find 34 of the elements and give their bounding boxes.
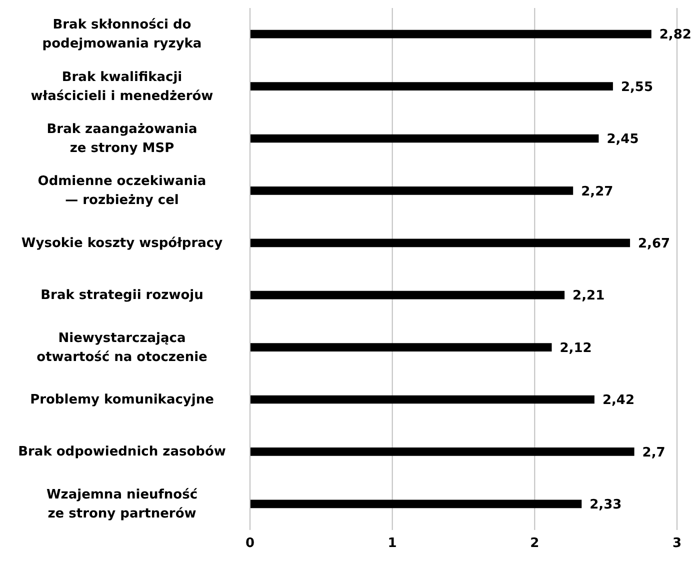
bar [250,395,594,404]
bar [250,238,630,248]
data-label: 2,21 [572,288,605,304]
x-tick-label: 1 [388,536,397,552]
bar [250,186,574,195]
bar [250,448,634,456]
bar [250,134,599,143]
x-tick-label: 3 [672,536,682,552]
bar [250,82,613,90]
y-tick-label: Wzajemna nieufność ze strony partnerów [46,486,198,521]
data-label: 2,27 [581,184,614,200]
y-tick-label: Problemy komunikacyjne [30,392,214,407]
data-label: 2,82 [659,28,692,43]
data-label: 2,55 [620,80,654,95]
y-tick-label: Brak strategii rozwoju [40,288,204,303]
y-tick-label: Brak odpowiednich zasobów [18,444,226,460]
data-label: 2,7 [642,445,666,460]
bar [250,500,582,508]
y-tick-label: Brak zaangażowania ze strony MSP [46,122,198,156]
data-label: 2,45 [606,132,639,148]
x-tick-label: 0 [245,536,255,552]
y-tick-label: Odmienne oczekiwania — rozbieżny cel [38,174,206,208]
bar [250,290,565,300]
data-label: 2,12 [560,340,592,356]
y-tick-label: Niewystarczająca otwartość na otoczenie [36,330,208,364]
bar [250,30,652,38]
data-label: 2,67 [638,236,670,252]
y-tick-label: Wysokie koszty współpracy [21,235,224,250]
bar [250,343,552,352]
y-tick-label: Brak kwalifikacji właścicieli i menedżerów [30,69,214,104]
y-tick-label: Brak skłonności do podejmowania ryzyka [42,17,202,52]
x-tick-label: 2 [530,536,540,552]
data-label: 2,33 [590,498,622,513]
data-label: 2,42 [602,393,635,408]
